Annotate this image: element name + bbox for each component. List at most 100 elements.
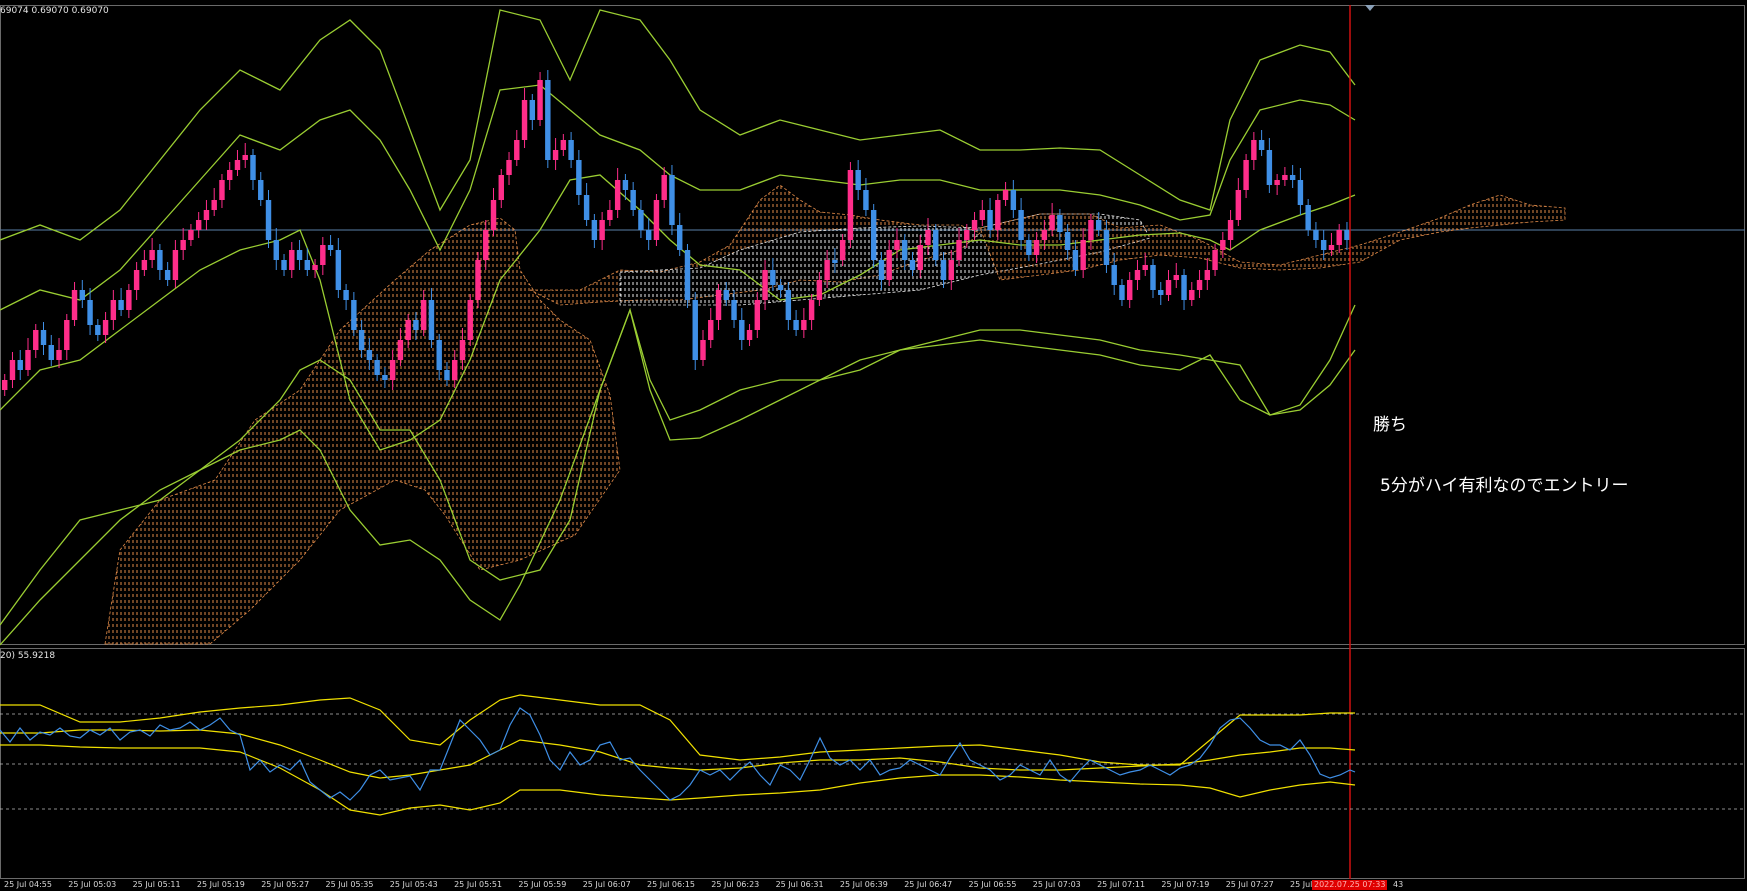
bear-candle — [258, 180, 264, 200]
bull-candle — [847, 170, 854, 240]
bear-candle — [327, 245, 334, 250]
time-tick-label: 25 Jul 05:59 — [518, 880, 567, 889]
bear-candle — [568, 140, 574, 160]
bull-candle — [242, 155, 248, 160]
bear-candle — [1026, 240, 1032, 255]
bull-candle — [110, 300, 117, 320]
bull-candle — [1002, 190, 1009, 200]
bull-candle — [64, 320, 70, 350]
bull-candle — [133, 270, 140, 290]
bear-candle — [382, 375, 388, 380]
bear-candle — [436, 340, 442, 370]
time-tick-label: 25 Jul 06:47 — [904, 880, 953, 889]
bull-candle — [979, 210, 986, 220]
bear-candle — [17, 360, 23, 370]
bear-candle — [1072, 250, 1079, 270]
time-tick-label: 25 Jul 07:11 — [1097, 880, 1146, 889]
bear-candle — [48, 345, 54, 360]
time-tick-label: 25 Jul 05:03 — [68, 880, 117, 889]
shift-marker-icon[interactable] — [1365, 5, 1375, 11]
bear-candle — [1064, 232, 1071, 250]
bear-candle — [40, 330, 47, 345]
bull-candle — [607, 210, 613, 220]
annotation-entry-reason[interactable]: 5分がハイ有利なのでエントリー — [1380, 476, 1629, 496]
bull-candle — [195, 220, 202, 230]
bull-candle — [560, 140, 567, 150]
oscillator-line — [0, 707, 1356, 801]
bull-candle — [320, 245, 326, 265]
bull-candle — [2, 380, 8, 390]
bear-candle — [909, 260, 916, 270]
bull-candle — [498, 175, 504, 200]
time-tick-label: 25 Jul 06:39 — [839, 880, 888, 889]
bull-candle — [700, 340, 706, 360]
bull-candle — [956, 240, 962, 260]
bull-candle — [925, 230, 931, 245]
bull-candle — [312, 265, 318, 270]
bull-candle — [995, 200, 1001, 230]
time-tick-label: 25 Jul — [1290, 880, 1313, 889]
candlesticks — [2, 70, 1350, 396]
bull-candle — [1336, 230, 1342, 245]
bull-candle — [1142, 265, 1148, 270]
time-tick-label: 25 Jul 05:19 — [196, 880, 245, 889]
bear-candle — [250, 155, 256, 180]
bull-candle — [420, 300, 427, 330]
current-time-marker: 2022.07.25 07:33 — [1312, 880, 1388, 890]
bull-candle — [459, 340, 466, 360]
bear-candle — [1258, 140, 1265, 150]
bull-candle — [56, 350, 62, 360]
bear-candle — [413, 320, 419, 330]
bull-candle — [599, 220, 605, 240]
bull-candle — [886, 250, 892, 280]
bear-candle — [832, 260, 838, 263]
time-tick-label: 25 Jul 06:15 — [647, 880, 695, 889]
time-tick-label: 25 Jul 07:27 — [1225, 880, 1274, 889]
bear-candle — [1313, 230, 1319, 240]
bull-candle — [746, 330, 753, 340]
time-tick-label: 25 Jul 04:55 — [4, 880, 52, 889]
bull-candle — [126, 290, 132, 310]
time-tick-label: 25 Jul 05:35 — [325, 880, 374, 889]
bull-candle — [948, 260, 954, 280]
bear-candle — [1103, 230, 1110, 265]
bull-candle — [964, 230, 970, 240]
bull-candle — [808, 300, 815, 320]
bull-candle — [1080, 240, 1086, 270]
bull-candle — [1127, 280, 1133, 300]
bear-candle — [1095, 220, 1102, 230]
time-axis: 25 Jul 04:55 25 Jul 05:03 25 Jul 05:11 25 J… — [0, 880, 1747, 891]
bear-candle — [940, 260, 947, 280]
bear-candle — [79, 290, 86, 300]
bear-candle — [1010, 190, 1017, 210]
bear-candle — [677, 225, 683, 250]
bull-candle — [514, 140, 520, 160]
bull-candle — [537, 80, 543, 120]
bull-candle — [9, 360, 16, 380]
bear-candle — [777, 285, 784, 290]
bear-candle — [95, 325, 101, 335]
bull-candle — [653, 200, 660, 240]
bull-candle — [33, 330, 39, 350]
bull-candle — [490, 200, 497, 230]
bull-candle — [180, 240, 186, 250]
bull-candle — [467, 300, 473, 340]
time-tick-label: 25 Jul 06:55 — [968, 880, 1017, 889]
bear-candle — [304, 260, 311, 270]
bull-candle — [1251, 140, 1257, 160]
bull-candle — [1328, 245, 1335, 250]
annotation-win[interactable]: 勝ち — [1373, 415, 1407, 435]
bull-candle — [71, 290, 78, 320]
bear-candle — [630, 190, 636, 210]
main-panel-border — [0, 5, 1745, 645]
bear-candle — [157, 250, 163, 270]
time-tick-label: 25 Jul 06:07 — [582, 880, 631, 889]
bull-candle — [1173, 275, 1179, 280]
bear-candle — [669, 175, 675, 225]
bull-candle — [405, 320, 411, 340]
bull-candle — [971, 220, 978, 230]
bear-candle — [281, 260, 287, 270]
bull-candle — [203, 210, 210, 220]
bear-candle — [638, 210, 644, 230]
